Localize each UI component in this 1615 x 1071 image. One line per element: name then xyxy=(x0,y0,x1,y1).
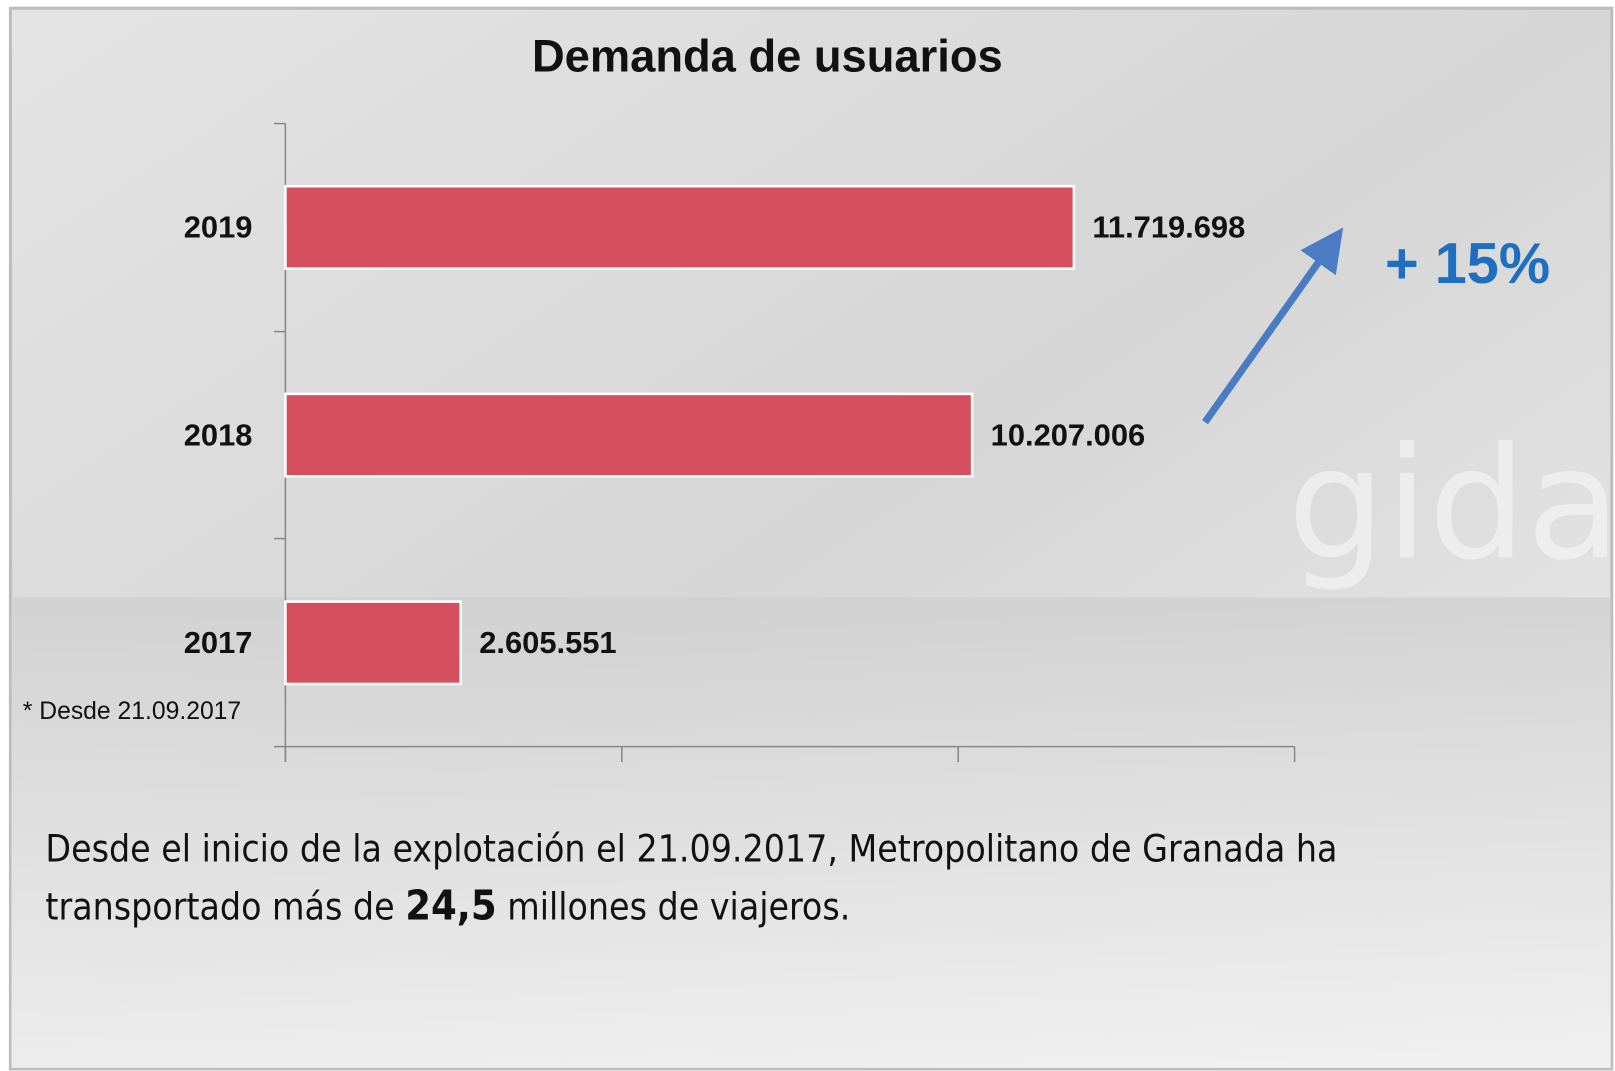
description: Desde el inicio de la explotación el 21.… xyxy=(45,827,1337,870)
y-tick-label: 2019 xyxy=(184,210,253,245)
description-text: millones de viajeros. xyxy=(497,885,851,928)
background-sign: gidas xyxy=(1287,415,1615,594)
bar xyxy=(284,600,462,686)
footnote: * Desde 21.09.2017 xyxy=(23,698,241,725)
growth-arrow xyxy=(1202,227,1344,425)
y-tick-label: 2018 xyxy=(184,417,253,452)
y-tick-label: 2017 xyxy=(184,625,253,660)
chart-title: Demanda de usuarios xyxy=(532,31,1003,82)
bar xyxy=(284,392,974,478)
bar xyxy=(284,184,1076,270)
growth-label: + 15% xyxy=(1385,232,1550,296)
description-highlight: 24,5 xyxy=(405,881,496,929)
value-label: 2.605.551 xyxy=(479,625,616,660)
background-floor xyxy=(11,597,1611,1068)
description: transportado más de 24,5 millones de via… xyxy=(45,881,850,929)
value-label: 11.719.698 xyxy=(1092,210,1245,245)
description-line: Desde el inicio de la explotación el 21.… xyxy=(45,827,1337,870)
value-label: 10.207.006 xyxy=(991,417,1146,452)
description-text: transportado más de xyxy=(45,885,405,928)
